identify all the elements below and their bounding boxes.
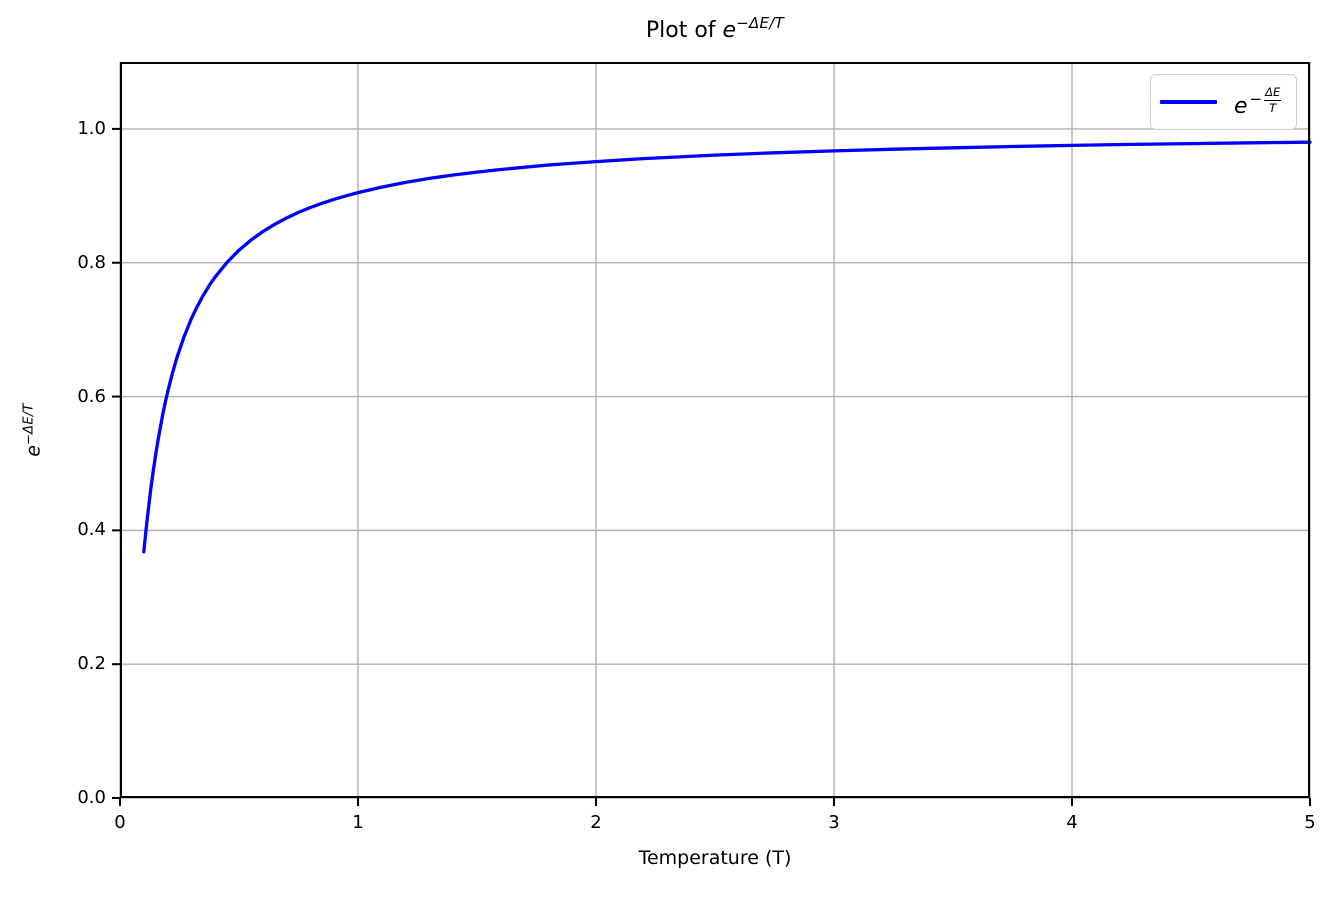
- legend-label-fraction: ΔE T: [1264, 86, 1282, 115]
- legend-label-minus-sign: −: [1249, 90, 1263, 108]
- chart-title-math-exponent: −ΔE/T: [736, 14, 785, 32]
- y-axis-label: e−ΔE/T: [22, 403, 45, 457]
- y-tick-label: 1.0: [77, 117, 106, 139]
- legend-label-base: e: [1234, 93, 1248, 119]
- legend-label: e − ΔE T: [1234, 86, 1282, 119]
- x-tick-label: 3: [828, 812, 840, 833]
- legend-label-exponent: − ΔE T: [1249, 86, 1282, 115]
- plot-svg: [112, 62, 1312, 806]
- chart-title: Plot of e−ΔE/T: [120, 14, 1310, 43]
- series-line: [142, 140, 1312, 554]
- x-tick-label: 4: [1066, 812, 1078, 833]
- y-tick-label: 0.6: [77, 385, 106, 407]
- y-axis-label-math-base: e: [22, 445, 45, 457]
- chart-title-math-base: e: [722, 18, 737, 43]
- y-tick-label: 0.0: [77, 787, 106, 808]
- chart-title-prefix: Plot of: [645, 18, 723, 43]
- x-tick-label: 2: [590, 812, 602, 833]
- y-tick-label: 0.4: [77, 519, 106, 541]
- y-tick-label: 0.2: [77, 653, 106, 675]
- legend-label-fraction-denominator: T: [1269, 101, 1277, 115]
- legend-label-fraction-numerator: ΔE: [1264, 86, 1282, 101]
- plot-border: [120, 62, 1310, 798]
- x-tick-label: 1: [352, 812, 364, 833]
- x-axis-label: Temperature (T): [638, 847, 792, 869]
- y-axis-label-math-exponent: −ΔE/T: [21, 403, 37, 446]
- x-tick-label: 5: [1304, 812, 1316, 833]
- y-tick-label: 0.8: [77, 251, 106, 273]
- legend: e − ΔE T: [1150, 74, 1297, 130]
- x-tick-label: 0: [114, 812, 126, 833]
- legend-line-swatch: [1160, 100, 1217, 104]
